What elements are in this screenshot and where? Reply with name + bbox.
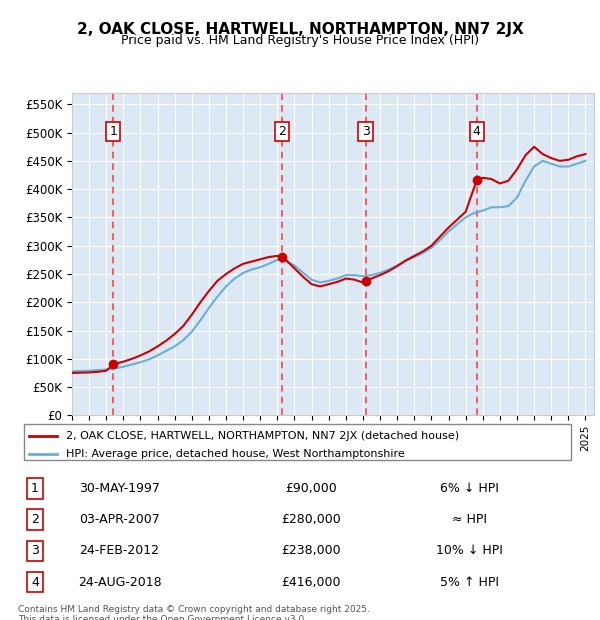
Text: Contains HM Land Registry data © Crown copyright and database right 2025.
This d: Contains HM Land Registry data © Crown c…: [18, 604, 370, 620]
Text: 3: 3: [31, 544, 39, 557]
Text: 2: 2: [278, 125, 286, 138]
Text: 2, OAK CLOSE, HARTWELL, NORTHAMPTON, NN7 2JX (detached house): 2, OAK CLOSE, HARTWELL, NORTHAMPTON, NN7…: [66, 431, 459, 441]
Text: 1: 1: [31, 482, 39, 495]
Text: 4: 4: [473, 125, 481, 138]
FancyBboxPatch shape: [23, 423, 571, 460]
Text: 30-MAY-1997: 30-MAY-1997: [79, 482, 160, 495]
Text: 24-FEB-2012: 24-FEB-2012: [80, 544, 160, 557]
Text: 4: 4: [31, 576, 39, 588]
Text: £90,000: £90,000: [286, 482, 337, 495]
Text: 2: 2: [31, 513, 39, 526]
Text: 1: 1: [109, 125, 118, 138]
Text: £238,000: £238,000: [281, 544, 341, 557]
Text: 10% ↓ HPI: 10% ↓ HPI: [436, 544, 503, 557]
Text: Price paid vs. HM Land Registry's House Price Index (HPI): Price paid vs. HM Land Registry's House …: [121, 34, 479, 47]
Text: 03-APR-2007: 03-APR-2007: [79, 513, 160, 526]
Text: ≈ HPI: ≈ HPI: [452, 513, 487, 526]
Text: 2, OAK CLOSE, HARTWELL, NORTHAMPTON, NN7 2JX: 2, OAK CLOSE, HARTWELL, NORTHAMPTON, NN7…: [77, 22, 523, 37]
Text: 5% ↑ HPI: 5% ↑ HPI: [440, 576, 499, 588]
Text: HPI: Average price, detached house, West Northamptonshire: HPI: Average price, detached house, West…: [66, 449, 404, 459]
Text: 3: 3: [362, 125, 370, 138]
Text: 24-AUG-2018: 24-AUG-2018: [78, 576, 161, 588]
Text: £280,000: £280,000: [281, 513, 341, 526]
Text: 6% ↓ HPI: 6% ↓ HPI: [440, 482, 499, 495]
Text: £416,000: £416,000: [281, 576, 341, 588]
